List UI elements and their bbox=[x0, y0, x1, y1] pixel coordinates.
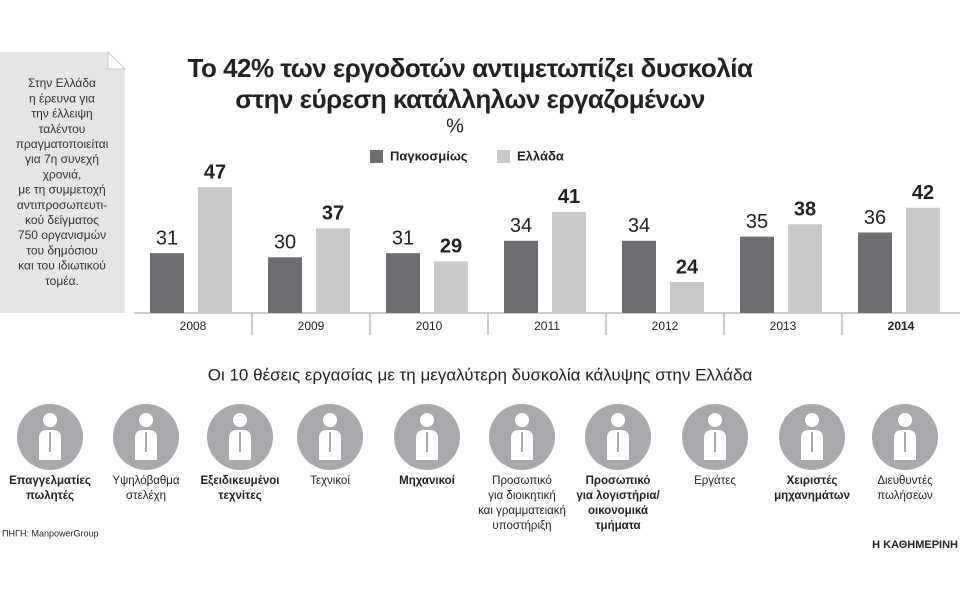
note-line: κού δείγματος bbox=[25, 213, 99, 227]
note-line: την έλλειψη bbox=[31, 107, 92, 121]
bar bbox=[788, 224, 822, 313]
icon-head bbox=[43, 413, 57, 427]
legend-swatch bbox=[497, 150, 510, 163]
note-line: ταλέντου bbox=[39, 122, 86, 136]
job-label: Εξειδικευμένοι bbox=[200, 475, 279, 487]
value-label: 31 bbox=[156, 227, 178, 249]
icon-head bbox=[139, 413, 153, 427]
bar bbox=[504, 240, 538, 313]
bar bbox=[386, 253, 420, 313]
icon-head bbox=[708, 413, 722, 427]
jobs-title: Οι 10 θέσεις εργασίας με τη μεγαλύτερη δ… bbox=[208, 365, 753, 384]
job-label: τμήματα bbox=[595, 520, 640, 532]
job-label: Τεχνικοί bbox=[310, 475, 350, 487]
note-line: 750 οργανισμών bbox=[18, 228, 106, 242]
value-label: 41 bbox=[558, 186, 580, 208]
job-label: Διευθυντές bbox=[877, 475, 933, 487]
icon-head bbox=[611, 413, 625, 427]
bar bbox=[622, 240, 656, 313]
bar bbox=[268, 257, 302, 313]
note-line: Στην Ελλάδα bbox=[28, 76, 96, 90]
icon-head bbox=[323, 413, 337, 427]
value-label: 24 bbox=[676, 256, 699, 278]
unit: % bbox=[446, 115, 464, 137]
job-label: υποστήριξη bbox=[492, 520, 551, 532]
icon-head bbox=[805, 413, 819, 427]
icon-head bbox=[515, 413, 529, 427]
note-line: για 7η συνεχή bbox=[25, 152, 99, 166]
bar bbox=[906, 207, 940, 313]
x-tick-label: 2014 bbox=[888, 319, 915, 333]
value-label: 37 bbox=[322, 203, 344, 225]
chart-title: στην εύρεση κατάλληλων εργαζομένων bbox=[235, 84, 705, 114]
job-label: Επαγγελματίες bbox=[9, 475, 91, 487]
note-line: και του ιδιωτικού bbox=[18, 259, 106, 273]
note-line: πραγματοποιείται bbox=[16, 137, 109, 151]
source: ΠΗΓΗ: ManpowerGroup bbox=[2, 528, 99, 538]
job-label: για λογιστήρια/ bbox=[576, 490, 660, 502]
legend-swatch bbox=[370, 150, 383, 163]
note-line: χρονιά, bbox=[43, 167, 82, 181]
x-tick-label: 2011 bbox=[534, 319, 560, 333]
job-label: Μηχανικοί bbox=[399, 475, 455, 487]
job-label: τεχνίτες bbox=[218, 490, 261, 502]
value-label: 31 bbox=[392, 227, 414, 249]
bar bbox=[670, 282, 704, 313]
legend-label: Παγκοσμίως bbox=[390, 148, 468, 163]
bar bbox=[198, 187, 232, 313]
job-label: οικονομικά bbox=[588, 505, 648, 517]
legend-label: Ελλάδα bbox=[517, 148, 564, 163]
job-label: μηχανημάτων bbox=[774, 490, 850, 502]
chart-title: Το 42% των εργοδοτών αντιμετωπίζει δυσκο… bbox=[188, 53, 753, 83]
job-label: Προσωπικό bbox=[492, 475, 552, 487]
note-fold bbox=[107, 50, 127, 70]
job-label: πωλήσεων bbox=[877, 490, 933, 502]
icon-head bbox=[898, 413, 912, 427]
note-line: του δημόσιου bbox=[26, 243, 97, 257]
icon-head bbox=[233, 413, 247, 427]
job-label: και γραμματειακή bbox=[478, 505, 566, 517]
x-tick-label: 2010 bbox=[416, 319, 443, 333]
note-line: αντιπροσωπευτι- bbox=[17, 198, 107, 212]
job-label: στελέχη bbox=[126, 490, 166, 502]
bar bbox=[150, 253, 184, 313]
value-label: 47 bbox=[204, 161, 226, 183]
x-tick-label: 2008 bbox=[180, 319, 207, 333]
job-label: Εργάτες bbox=[694, 475, 736, 487]
value-label: 34 bbox=[628, 215, 650, 237]
note-box bbox=[0, 52, 125, 313]
note-line: η έρευνα για bbox=[29, 91, 95, 105]
job-label: πωλητές bbox=[26, 490, 74, 502]
bar bbox=[858, 232, 892, 313]
job-label: για διοικητική bbox=[488, 490, 555, 502]
note-line: με τη συμμετοχή bbox=[18, 183, 105, 197]
x-tick-label: 2013 bbox=[770, 319, 797, 333]
value-label: 35 bbox=[746, 211, 768, 233]
job-label: Χειριστές bbox=[787, 475, 838, 487]
value-label: 29 bbox=[440, 236, 462, 258]
x-tick-label: 2012 bbox=[652, 319, 679, 333]
bar bbox=[316, 228, 350, 313]
value-label: 38 bbox=[794, 199, 816, 221]
icon-head bbox=[420, 413, 434, 427]
bar bbox=[740, 236, 774, 313]
value-label: 42 bbox=[912, 182, 934, 204]
bar bbox=[434, 261, 468, 313]
value-label: 34 bbox=[510, 215, 532, 237]
job-label: Υψηλόβαθμα bbox=[112, 475, 180, 487]
publisher: Η ΚΑΘΗΜΕΡΙΝΗ bbox=[872, 539, 958, 551]
bar bbox=[552, 211, 586, 313]
x-tick-label: 2009 bbox=[298, 319, 325, 333]
value-label: 30 bbox=[274, 232, 296, 254]
job-label: Προσωπικό bbox=[586, 475, 651, 487]
note-line: τομέα. bbox=[45, 274, 79, 288]
value-label: 36 bbox=[864, 207, 886, 229]
